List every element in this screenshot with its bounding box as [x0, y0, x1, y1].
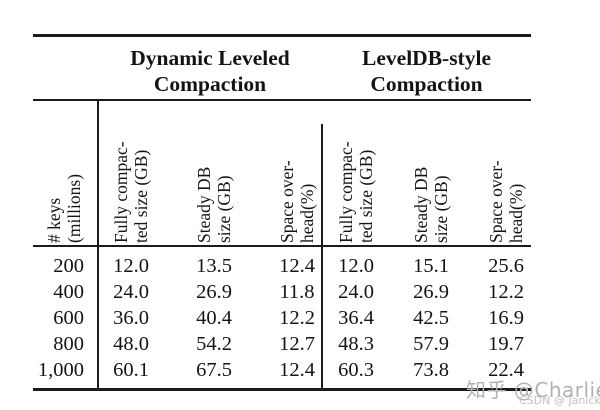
table-header-rule	[33, 99, 531, 101]
cell-ldb-steady-db: 57.9	[413, 333, 449, 355]
rotated-header-num-keys: # keys (millions)	[44, 103, 84, 243]
group-title-line: Dynamic Leveled	[130, 46, 290, 70]
rotated-header-line: ted size (GB)	[356, 149, 376, 243]
table-row: 600 36.0 40.4 12.2 36.4 42.5 16.9	[0, 305, 600, 331]
cell-dlc-space-overhead: 11.8	[279, 281, 315, 303]
rotated-header-space-overhead-right: Space over- head(%)	[486, 103, 526, 243]
cell-num-keys: 600	[53, 307, 84, 329]
cell-ldb-space-overhead: 25.6	[488, 255, 524, 277]
cell-dlc-steady-db: 40.4	[196, 307, 232, 329]
cell-dlc-steady-db: 26.9	[196, 281, 232, 303]
rotated-header-line: size (GB)	[214, 175, 234, 243]
cell-dlc-steady-db: 54.2	[196, 333, 232, 355]
cell-num-keys: 1,000	[37, 359, 84, 381]
rotated-header-space-overhead-left: Space over- head(%)	[277, 103, 317, 243]
divider-keys-column	[97, 101, 99, 390]
table-row: 200 12.0 13.5 12.4 12.0 15.1 25.6	[0, 253, 600, 279]
rotated-header-line: (millions)	[64, 173, 84, 243]
rotated-header-line: Steady DB	[411, 166, 431, 243]
cell-dlc-fully-compacted: 24.0	[113, 281, 149, 303]
rotated-header-line: Steady DB	[194, 166, 214, 243]
cell-dlc-fully-compacted: 60.1	[113, 359, 149, 381]
cell-ldb-fully-compacted: 48.3	[338, 333, 374, 355]
group-title-line: Compaction	[153, 72, 267, 96]
group-header-dynamic-leveled: Dynamic Leveled Compaction	[98, 45, 322, 97]
cell-ldb-steady-db: 42.5	[413, 307, 449, 329]
cell-dlc-space-overhead: 12.4	[279, 359, 315, 381]
rotated-header-line: head(%)	[506, 183, 526, 243]
rotated-header-line: size (GB)	[431, 175, 451, 243]
group-title-line: LevelDB-style	[362, 46, 491, 70]
cell-ldb-space-overhead: 19.7	[488, 333, 524, 355]
table-top-rule	[33, 34, 531, 37]
cell-dlc-fully-compacted: 36.0	[113, 307, 149, 329]
divider-group-columns	[321, 124, 323, 390]
cell-ldb-space-overhead: 12.2	[488, 281, 524, 303]
rotated-header-line: Space over-	[277, 160, 297, 243]
cell-dlc-space-overhead: 12.4	[279, 255, 315, 277]
rotated-header-line: Fully compac-	[336, 141, 356, 243]
cell-ldb-fully-compacted: 12.0	[338, 255, 374, 277]
group-header-leveldb-style: LevelDB-style Compaction	[322, 45, 531, 97]
watermark-csdn-janick: CSDN @ Janick	[519, 394, 600, 407]
cell-num-keys: 400	[53, 281, 84, 303]
table-row: 400 24.0 26.9 11.8 24.0 26.9 12.2	[0, 279, 600, 305]
rotated-header-fully-compacted-left: Fully compac- ted size (GB)	[111, 103, 151, 243]
cell-ldb-fully-compacted: 36.4	[338, 307, 374, 329]
watermark-zhihu-charlie: 知乎 @Charlie	[466, 378, 600, 402]
cell-ldb-steady-db: 15.1	[413, 255, 449, 277]
rotated-header-line: ted size (GB)	[131, 149, 151, 243]
group-title-line: Compaction	[370, 72, 483, 96]
cell-ldb-steady-db: 73.8	[413, 359, 449, 381]
table-row: 1,000 60.1 67.5 12.4 60.3 73.8 22.4	[0, 357, 600, 383]
cell-dlc-fully-compacted: 12.0	[113, 255, 149, 277]
rotated-header-line: Space over-	[486, 160, 506, 243]
cell-ldb-space-overhead: 22.4	[488, 359, 524, 381]
cell-dlc-fully-compacted: 48.0	[113, 333, 149, 355]
cell-num-keys: 200	[53, 255, 84, 277]
table-row: 800 48.0 54.2 12.7 48.3 57.9 19.7	[0, 331, 600, 357]
cell-num-keys: 800	[53, 333, 84, 355]
rotated-header-fully-compacted-right: Fully compac- ted size (GB)	[336, 103, 376, 243]
cell-dlc-space-overhead: 12.2	[279, 307, 315, 329]
rotated-header-line: # keys	[44, 197, 64, 243]
table-midrule	[33, 245, 531, 247]
rotated-header-line: head(%)	[297, 183, 317, 243]
cell-dlc-space-overhead: 12.7	[279, 333, 315, 355]
cell-ldb-fully-compacted: 60.3	[338, 359, 374, 381]
rotated-header-steady-db-left: Steady DB size (GB)	[194, 103, 234, 243]
cell-dlc-steady-db: 13.5	[196, 255, 232, 277]
cell-ldb-space-overhead: 16.9	[488, 307, 524, 329]
table-bottom-rule	[33, 388, 531, 391]
rotated-header-line: Fully compac-	[111, 141, 131, 243]
cell-dlc-steady-db: 67.5	[196, 359, 232, 381]
cell-ldb-fully-compacted: 24.0	[338, 281, 374, 303]
rotated-header-steady-db-right: Steady DB size (GB)	[411, 103, 451, 243]
cell-ldb-steady-db: 26.9	[413, 281, 449, 303]
